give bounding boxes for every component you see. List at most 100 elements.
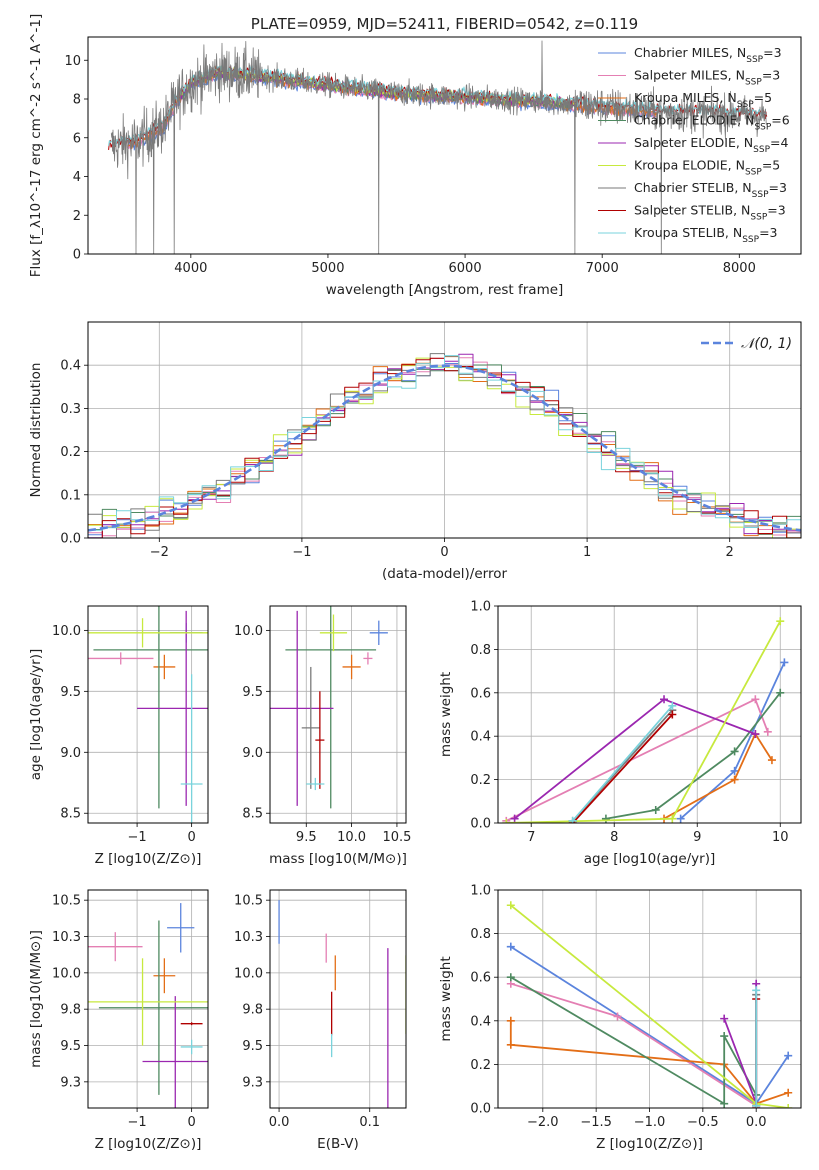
y-tick-label: 9.3 [242, 1075, 263, 1090]
errorbar-point [88, 652, 154, 665]
y-tick-label: 0 [73, 248, 81, 263]
y-tick-label: 0.8 [470, 643, 491, 658]
errorbar-point [98, 920, 208, 1095]
weight-marker [730, 775, 739, 784]
gridlines [270, 890, 406, 1108]
y-tick-label: 9.5 [242, 685, 263, 700]
y-tick-label: 2 [73, 209, 81, 224]
y-tick-label: 4 [73, 170, 81, 185]
weight-marker [510, 814, 519, 823]
weight-line [605, 692, 781, 820]
legend-label: Salpeter MILES, NSSP=3 [634, 68, 780, 88]
x-tick-label: 10.5 [382, 830, 411, 845]
legend-label: Salpeter ELODIE, NSSP=4 [634, 135, 789, 155]
x-axis-label: Z [log10(Z/Z⊙)] [95, 851, 202, 867]
panel-mass_weight_vs_age: 7 8 9 10 0.0 0.2 0.4 0.6 0.8 1.0 age [log10(age/yr… [438, 600, 802, 867]
legend-nssp: =3 [763, 45, 781, 60]
errorbar-point [88, 958, 208, 1046]
plot-area [506, 901, 793, 1108]
panel-mass_weight_vs_Z: −2.0 −1.5 −1.0 −0.5 0.0 0.0 0.2 0.4 0.6 0.8 1.0 Z [… [438, 884, 802, 1152]
errorbar-point [142, 996, 208, 1108]
legend-subscript: SSP [746, 55, 763, 65]
errorbar-point [319, 614, 348, 652]
weight-line [572, 713, 673, 823]
weight-marker [660, 695, 669, 704]
errorbar-point [270, 610, 334, 806]
axes-frame [87, 321, 802, 539]
legend-label: Chabrier MILES, NSSP=3 [634, 45, 782, 65]
errorbar-point [315, 691, 325, 789]
x-tick-label: 0.0 [269, 1115, 290, 1130]
y-tick-label: 10.0 [234, 966, 263, 981]
legend-label: Kroupa STELIB, NSSP=3 [634, 225, 778, 245]
panel-spectrum: 4000 5000 6000 7000 8000 0 2 4 6 8 10 wavelength [A… [28, 14, 802, 298]
weight-marker [720, 1099, 729, 1108]
y-tick-label: 9.0 [242, 746, 263, 761]
axes-frame [497, 889, 802, 1109]
x-tick-label: 5000 [311, 261, 344, 276]
legend-nssp: =3 [769, 180, 787, 195]
weight-marker [613, 1012, 622, 1021]
axes-frame [269, 605, 407, 824]
errorbar-point [180, 1022, 203, 1026]
plot-area [278, 900, 406, 1108]
histogram-steps [88, 355, 801, 533]
y-tick-label: 9.5 [60, 1039, 81, 1054]
axes-frame [87, 36, 802, 255]
legend-subscript: SSP [752, 190, 769, 200]
x-tick-label: 10 [772, 830, 789, 845]
errorbar-point [306, 777, 325, 791]
errorbar-point [153, 654, 176, 680]
weight-line [572, 705, 673, 822]
weight-marker [767, 756, 776, 765]
x-tick-label: −2 [150, 545, 169, 560]
weight-marker [751, 695, 760, 704]
x-tick-label: −1.5 [580, 1115, 612, 1130]
x-axis-label: wavelength [Angstrom, rest frame] [326, 282, 564, 298]
weight-marker [568, 816, 577, 823]
x-tick-label: 10.0 [337, 830, 366, 845]
weight-line [680, 662, 786, 820]
x-tick-label: 2 [726, 545, 734, 560]
weight-marker [730, 747, 739, 756]
x-tick-label: 0 [187, 830, 195, 845]
weight-marker [784, 1104, 793, 1108]
normal-curve [88, 364, 801, 532]
y-tick-label: 0.2 [470, 1058, 491, 1073]
x-tick-label: 9.5 [296, 830, 317, 845]
legend-nssp: =4 [770, 135, 788, 150]
x-tick-label: 4000 [174, 261, 207, 276]
observed-spectrum-line [110, 40, 767, 254]
weight-marker [763, 727, 772, 736]
weight-line [510, 976, 757, 1105]
legend-subscript: SSP [742, 235, 759, 245]
y-tick-label: 10.3 [234, 930, 263, 945]
x-axis-label: mass [log10(M/M⊙)] [269, 851, 407, 867]
weight-marker [506, 1016, 515, 1025]
weight-marker [668, 710, 677, 719]
x-tick-label: −1 [128, 1115, 147, 1130]
errorbar-point [167, 903, 195, 953]
errorbar-point [342, 654, 361, 680]
y-axis-label: mass [log10(M/M⊙)] [28, 930, 44, 1068]
x-tick-label: −0.5 [687, 1115, 719, 1130]
x-tick-label: 0.0 [746, 1115, 767, 1130]
plot-area [88, 903, 208, 1108]
weight-marker [668, 814, 677, 823]
chart-title: PLATE=0959, MJD=52411, FIBERID=0542, z=0… [251, 15, 638, 33]
legend-subscript: SSP [745, 78, 762, 88]
y-axis-label: Flux [f_λ10^-17 erg cm^-2 s^-1 A^-1] [28, 14, 44, 277]
weight-marker [668, 701, 677, 710]
x-tick-label: 8000 [723, 261, 756, 276]
x-tick-label: 6000 [449, 261, 482, 276]
y-tick-label: 1.0 [470, 884, 491, 899]
axes-frame [87, 605, 209, 824]
legend-subscript: SSP [754, 123, 771, 133]
plot-area [108, 40, 768, 254]
x-tick-label: 0 [440, 545, 448, 560]
y-tick-label: 0.1 [60, 488, 81, 503]
x-tick-label: 0 [187, 1115, 195, 1130]
gridlines [498, 605, 801, 824]
y-axis-label: mass weight [438, 956, 454, 1041]
